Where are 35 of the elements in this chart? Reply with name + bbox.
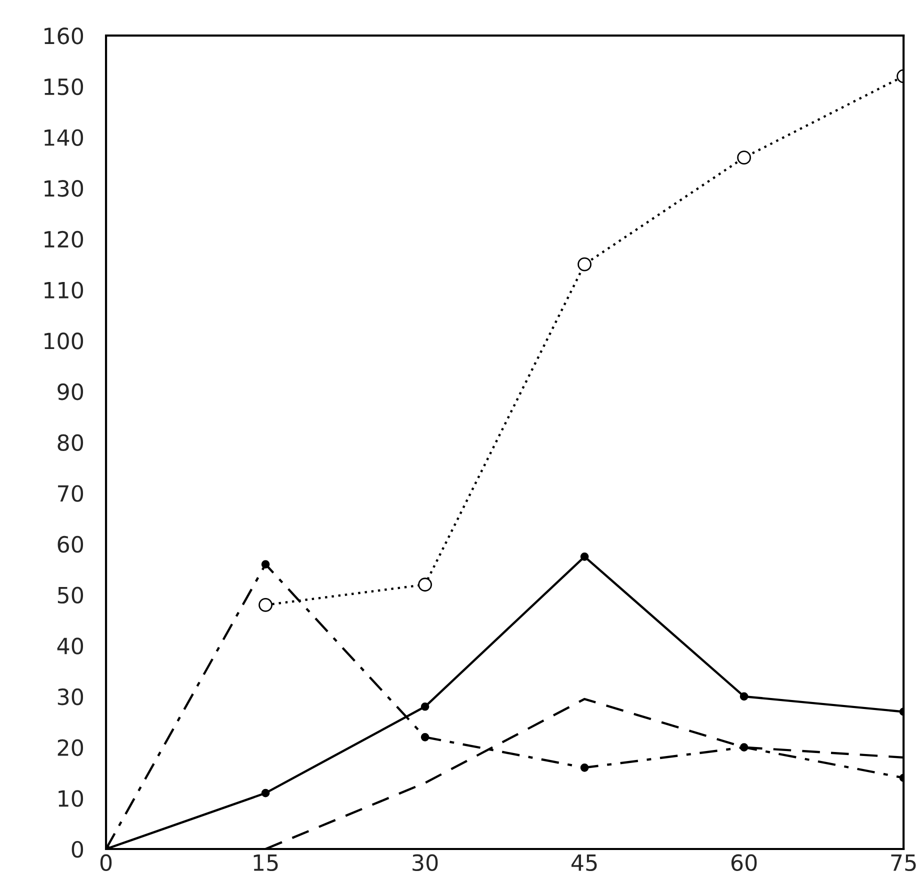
y-tick-label: 80 bbox=[58, 434, 84, 452]
y-tick-label: 20 bbox=[58, 739, 84, 756]
y-tick-label: 10 bbox=[58, 790, 84, 807]
y-tick-label: 60 bbox=[58, 536, 84, 553]
y-tick-label: 30 bbox=[58, 688, 84, 706]
y-tick-label: 130 bbox=[44, 180, 84, 197]
point bbox=[420, 732, 430, 742]
point bbox=[261, 560, 270, 568]
x-tick-label: 45 bbox=[571, 854, 597, 872]
point bbox=[580, 552, 589, 561]
point bbox=[420, 702, 430, 711]
y-tick-label: 110 bbox=[44, 282, 84, 299]
y-tick-label: 100 bbox=[44, 332, 84, 350]
point bbox=[578, 257, 592, 272]
point bbox=[418, 578, 432, 592]
y-tick-label: 120 bbox=[44, 230, 84, 248]
y-tick-label: 160 bbox=[44, 28, 84, 44]
y-tick-label: 140 bbox=[44, 129, 84, 146]
y-tick-label: 40 bbox=[57, 638, 84, 654]
point bbox=[258, 598, 272, 612]
point bbox=[737, 150, 751, 165]
y-tick-label: 0 bbox=[72, 840, 84, 858]
x-tick-label: 60 bbox=[731, 854, 757, 872]
y-tick-label: 50 bbox=[58, 586, 84, 604]
x-tick-label: 15 bbox=[254, 854, 278, 872]
x-tick-label: 75 bbox=[891, 854, 916, 872]
point bbox=[740, 692, 748, 701]
x-tick-label: 0 bbox=[100, 854, 112, 872]
point bbox=[261, 788, 270, 798]
point bbox=[580, 763, 589, 772]
y-tick-label: 70 bbox=[58, 485, 84, 502]
point bbox=[740, 743, 748, 752]
y-tick-label: 90 bbox=[58, 383, 84, 400]
y-tick-label: 150 bbox=[44, 78, 84, 96]
x-tick-label: 30 bbox=[412, 854, 438, 872]
